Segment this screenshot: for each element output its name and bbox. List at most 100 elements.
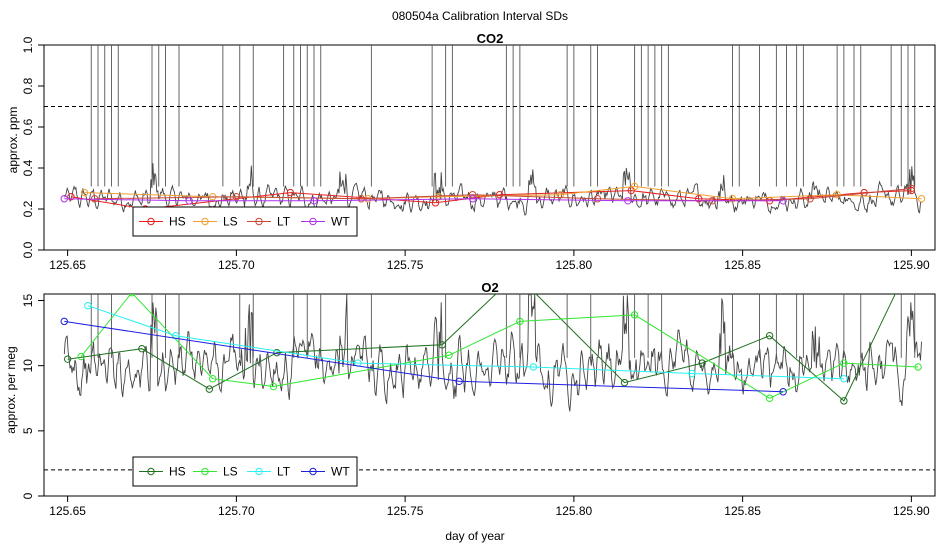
- co2-series-ls-point: [630, 182, 639, 191]
- co2-legend-label: LS: [223, 215, 238, 229]
- co2-series-hs-point: [907, 186, 916, 195]
- o2-series-lt-point: [840, 375, 848, 383]
- co2-x-tick-label: 125.90: [893, 258, 930, 272]
- o2-y-tick-label: 0: [21, 492, 35, 499]
- o2-series-lt-point: [529, 363, 538, 371]
- co2-legend-label: LT: [277, 215, 291, 229]
- o2-series-lt-line: [87, 305, 844, 380]
- o2-series-wt-line: [64, 320, 784, 393]
- o2-series-lt-point: [688, 369, 696, 378]
- o2-series-hs-point: [438, 341, 446, 349]
- o2-y-tick-label: 15: [21, 294, 35, 308]
- o2-series-wt-point: [779, 388, 787, 396]
- o2-series-wt-point: [455, 377, 463, 386]
- co2-y-tick-label: 0.2: [21, 200, 35, 217]
- co2-series-ls-point: [833, 190, 841, 199]
- co2-series-wt-point: [310, 197, 318, 205]
- o2-panel-title: O2: [481, 280, 498, 295]
- co2-series-lt-point: [232, 193, 241, 201]
- co2-series-wt-point: [468, 195, 477, 203]
- co2-raw-trace: [64, 163, 922, 216]
- o2-series-hs-point: [513, 271, 519, 277]
- o2-series-lt-point: [84, 302, 92, 310]
- co2-x-tick-label: 125.65: [49, 258, 86, 272]
- co2-y-tick-label: 1.0: [21, 36, 35, 53]
- o2-series-ls-point: [269, 382, 278, 391]
- co2-x-tick-label: 125.75: [387, 258, 424, 272]
- o2-series-hs-point: [840, 397, 848, 405]
- o2-series-hs-point: [63, 355, 72, 363]
- o2-legend: HS LS LT WT: [132, 456, 358, 487]
- co2-y-tick-label: 0.0: [21, 241, 35, 258]
- o2-legend-label: WT: [331, 465, 350, 479]
- co2-series-wt-point: [779, 197, 787, 205]
- x-axis-label: day of year: [445, 529, 504, 543]
- o2-series-hs-point: [620, 378, 629, 387]
- co2-series-hs-point: [67, 193, 75, 201]
- o2-raw-trace: [63, 294, 922, 412]
- co2-series-lt-line: [94, 188, 912, 202]
- o2-legend-marker: [309, 467, 317, 476]
- o2-legend-marker: [255, 467, 263, 476]
- co2-series-ls-point: [435, 193, 443, 201]
- co2-plot-frame: [43, 44, 936, 251]
- o2-series-ls-point: [128, 294, 136, 297]
- co2-x-tick-label: 125.85: [724, 258, 761, 272]
- co2-legend-label: HS: [169, 215, 186, 229]
- co2-legend-marker: [255, 217, 263, 226]
- co2-legend: HS LS LT WT: [132, 206, 358, 237]
- co2-series-ls-point: [917, 195, 926, 203]
- co2-y-axis-label: approx. ppm: [6, 107, 20, 174]
- o2-plot-frame: [43, 293, 936, 497]
- o2-x-tick-label: 125.75: [387, 504, 424, 518]
- co2-series-ls-point: [728, 195, 737, 203]
- o2-y-tick-label: 5: [21, 427, 35, 434]
- co2-legend-marker: [201, 217, 209, 226]
- co2-x-tick-label: 125.70: [218, 258, 255, 272]
- co2-series-wt-line: [64, 198, 784, 202]
- co2-series-lt-point: [907, 184, 916, 193]
- co2-y-tick-label: 0.4: [21, 159, 35, 176]
- o2-series-lt-point: [171, 332, 180, 340]
- co2-series-hs-point: [286, 188, 295, 197]
- o2-x-tick-label: 125.70: [218, 504, 255, 518]
- co2-legend-marker: [309, 217, 317, 226]
- o2-series-hs-point: [765, 332, 774, 340]
- co2-series-lt-point: [468, 190, 477, 199]
- o2-legend-marker: [201, 467, 209, 476]
- o2-series-ls-point: [840, 359, 848, 367]
- o2-legend-marker: [147, 467, 155, 476]
- o2-x-tick-label: 125.80: [556, 504, 593, 518]
- co2-y-tick-label: 0.8: [21, 77, 35, 94]
- co2-series-wt-point: [60, 195, 68, 203]
- co2-series-lt-point: [593, 195, 602, 203]
- figure-title: 080504a Calibration Interval SDs: [392, 9, 568, 23]
- o2-legend-label: LS: [223, 465, 238, 479]
- co2-series-wt-point: [624, 197, 632, 205]
- o2-series-ls-point: [77, 352, 85, 361]
- o2-series-hs-point: [901, 271, 907, 277]
- o2-series-hs-line: [67, 294, 896, 402]
- o2-series-ls-point: [914, 363, 922, 371]
- o2-panel: O2 approx. per meg 125.65 125.70 125.75 125…: [4, 271, 936, 518]
- o2-series-wt-point: [60, 317, 68, 326]
- o2-x-tick-label: 125.90: [893, 504, 930, 518]
- o2-series-ls-point: [209, 375, 217, 383]
- o2-x-tick-label: 125.85: [724, 504, 761, 518]
- o2-legend-label: HS: [169, 465, 186, 479]
- o2-series-hs-point: [273, 348, 281, 357]
- co2-y-tick-label: 0.6: [21, 118, 35, 135]
- co2-series-lt-point: [357, 195, 365, 203]
- co2-legend-marker: [147, 217, 155, 226]
- o2-y-tick-label: 10: [21, 359, 35, 373]
- o2-series-hs-point: [138, 345, 146, 353]
- co2-x-tick-label: 125.80: [556, 258, 593, 272]
- co2-series-ls-point: [80, 188, 89, 197]
- co2-legend-label: WT: [331, 215, 350, 229]
- co2-series-hs-point: [495, 190, 504, 199]
- o2-series-hs-point: [698, 359, 706, 367]
- co2-panel: CO2 approx. ppm 125.65 125.70 125.75 125.80…: [6, 31, 936, 272]
- o2-series-ls-point: [630, 311, 639, 319]
- o2-series-ls-point: [765, 394, 774, 402]
